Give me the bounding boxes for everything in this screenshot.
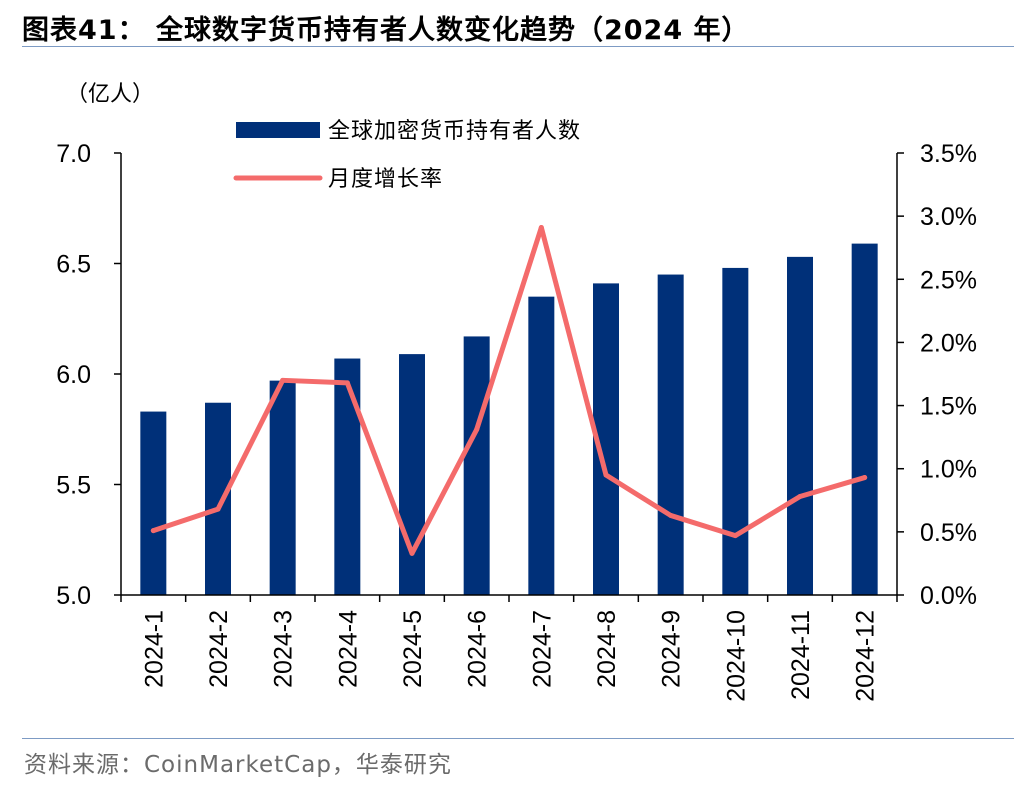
legend-bar-swatch (236, 122, 320, 138)
right-axis-tick-label: 2.5% (920, 266, 977, 294)
bar-2024-12 (851, 243, 878, 596)
growth-point-2024-9 (668, 512, 674, 518)
x-axis-tick-label: 2024-6 (464, 610, 492, 688)
x-axis-tick-label: 2024-2 (205, 610, 233, 688)
bar-2024-3 (269, 380, 296, 595)
right-axis-tick-label: 3.5% (920, 140, 977, 168)
growth-point-2024-7 (538, 225, 544, 231)
left-axis: 5.0 5.5 6.0 6.5 7.0 (56, 140, 122, 610)
left-axis-tick-label: 7.0 (56, 140, 91, 168)
bar-2024-10 (722, 267, 749, 595)
bar-2024-2 (205, 402, 231, 595)
x-axis: 2024-1 2024-2 2024-3 2024-4 2024-5 2024-6 2024… (120, 594, 898, 702)
source-note: 资料来源：CoinMarketCap，华泰研究 (24, 752, 452, 778)
x-axis-tick-label: 2024-10 (722, 610, 750, 702)
growth-point-2024-1 (150, 528, 156, 534)
growth-point-2024-6 (474, 427, 480, 433)
x-axis-tick-label: 2024-8 (593, 610, 621, 688)
x-axis-tick-label: 2024-7 (528, 610, 556, 688)
bar-series (140, 243, 878, 596)
x-axis-tick-label: 2024-12 (852, 610, 880, 702)
right-axis-tick-label: 3.0% (920, 203, 977, 231)
growth-point-2024-4 (344, 380, 350, 386)
x-axis-tick-label: 2024-11 (787, 610, 815, 700)
left-axis-tick-label: 6.0 (56, 361, 91, 389)
bar-2024-7 (528, 296, 555, 595)
growth-point-2024-10 (732, 533, 738, 539)
left-axis-unit-label: （亿人） (66, 82, 154, 107)
growth-point-2024-3 (280, 377, 286, 383)
growth-line-series (150, 225, 868, 556)
growth-point-2024-11 (797, 493, 803, 499)
x-axis-tick-label: 2024-3 (270, 610, 298, 688)
right-axis-tick-label: 1.0% (920, 456, 977, 484)
growth-point-2024-5 (409, 550, 415, 556)
bar-2024-6 (463, 336, 490, 595)
growth-point-2024-2 (215, 506, 221, 512)
legend-bar-label: 全球加密货币持有者人数 (328, 119, 581, 144)
legend: 全球加密货币持有者人数 月度增长率 (233, 119, 581, 192)
top-divider (22, 46, 1014, 47)
growth-point-2024-12 (862, 475, 868, 481)
bar-2024-1 (140, 411, 167, 595)
right-axis-tick-label: 0.0% (920, 582, 977, 610)
right-axis-tick-label: 0.5% (920, 519, 977, 547)
bar-2024-9 (657, 274, 684, 595)
legend-line-label: 月度增长率 (328, 167, 443, 192)
right-axis-tick-label: 2.0% (920, 329, 977, 357)
growth-rate-line (150, 225, 868, 556)
chart-title: 图表41： 全球数字货币持有者人数变化趋势（2024 年） (22, 15, 750, 46)
right-axis: 0.0% 0.5% 1.0% 1.5% 2.0% 2.5% 3.0% 3.5% (896, 140, 977, 610)
x-axis-tick-label: 2024-9 (658, 610, 686, 688)
growth-point-2024-8 (603, 472, 609, 478)
x-axis-tick-label: 2024-4 (334, 610, 362, 688)
bar-2024-4 (334, 358, 361, 595)
x-axis-tick-label: 2024-5 (399, 610, 427, 688)
bottom-divider (22, 738, 1014, 739)
x-axis-tick-label: 2024-1 (140, 610, 168, 688)
bar-2024-11 (787, 256, 813, 595)
left-axis-tick-label: 5.0 (56, 582, 91, 610)
right-axis-tick-label: 1.5% (920, 393, 977, 421)
left-axis-tick-label: 6.5 (56, 251, 91, 279)
left-axis-tick-label: 5.5 (56, 472, 91, 500)
bar-2024-5 (399, 354, 425, 595)
